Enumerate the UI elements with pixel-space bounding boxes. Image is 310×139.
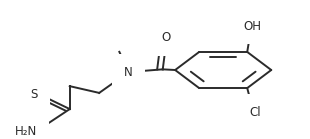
Text: O: O bbox=[161, 31, 171, 44]
Text: Cl: Cl bbox=[249, 106, 261, 119]
Text: N: N bbox=[124, 65, 133, 79]
Text: OH: OH bbox=[243, 20, 261, 33]
Text: H₂N: H₂N bbox=[15, 126, 38, 138]
Text: S: S bbox=[30, 88, 38, 101]
